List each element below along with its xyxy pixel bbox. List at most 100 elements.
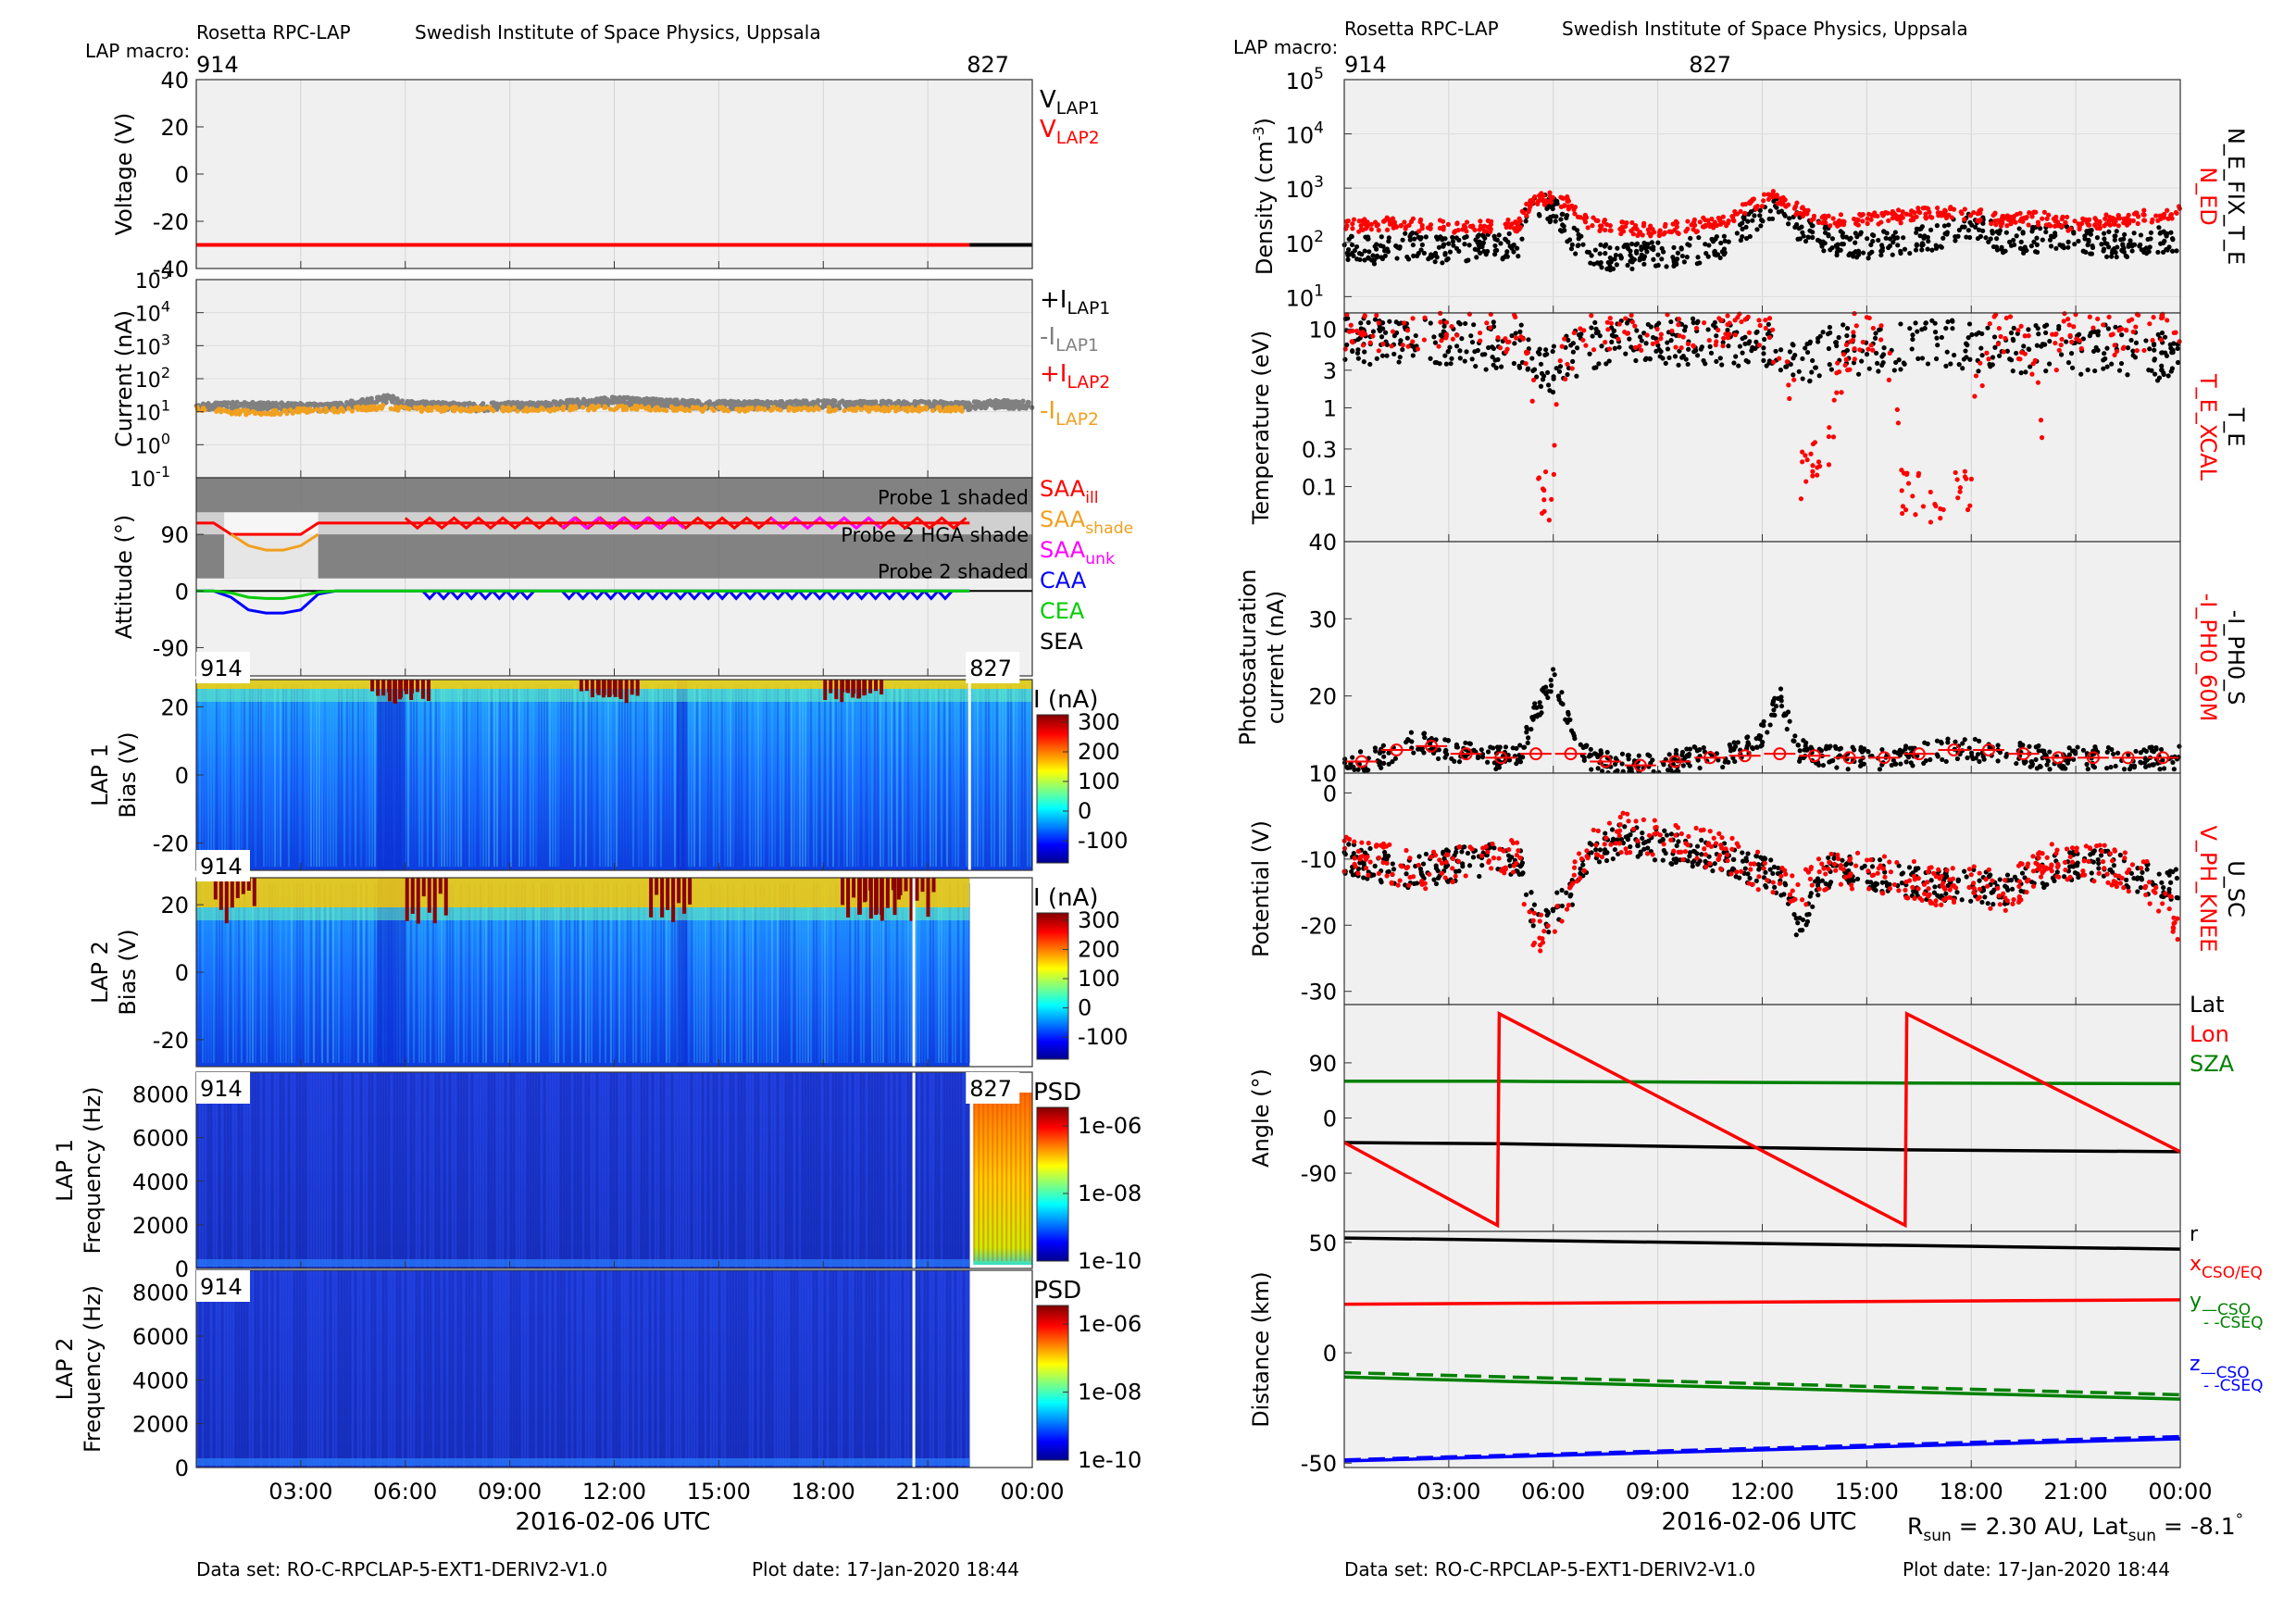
spectrogram-streak <box>213 685 215 867</box>
n-fix-point <box>1869 231 1876 238</box>
spectrogram-streak <box>255 1072 256 1268</box>
spectrogram-streak <box>391 1270 393 1468</box>
hot-spike <box>596 680 601 695</box>
n-fix-point <box>1369 257 1375 263</box>
spectrogram-streak <box>838 685 840 867</box>
i-lap1-point <box>968 403 974 409</box>
spectrogram-streak <box>366 1072 368 1268</box>
spectrogram-streak <box>493 1072 495 1268</box>
n-fix-point <box>2048 233 2054 239</box>
n-fix-point <box>2155 249 2161 256</box>
i-lap2-point <box>690 405 695 410</box>
n-ed-point <box>2013 219 2018 225</box>
spectrogram-streak <box>957 1072 959 1268</box>
spectrogram-streak <box>643 1270 645 1468</box>
spectrogram-streak <box>918 685 920 867</box>
spectrogram-streak <box>688 1072 690 1268</box>
n-ed-point <box>1368 227 1374 232</box>
n-fix-point <box>1634 250 1640 256</box>
i-lap1-point <box>260 403 266 408</box>
spectrogram-streak <box>307 1270 309 1468</box>
spectrogram-streak <box>474 1270 476 1468</box>
n-fix-point <box>1400 237 1405 243</box>
t-e-point <box>1397 355 1403 360</box>
n-ed-point <box>1943 215 1950 221</box>
n-ed-point <box>1599 223 1604 229</box>
n-fix-point <box>1625 262 1630 269</box>
n-fix-point <box>1876 237 1881 244</box>
spectrogram-streak <box>532 1270 534 1468</box>
spectrogram-streak <box>652 1270 654 1468</box>
n-fix-point <box>1575 243 1580 249</box>
spectrogram-streak <box>710 1072 712 1268</box>
i-lap1-point <box>505 399 511 406</box>
spectrogram-streak <box>927 685 929 867</box>
spectrogram-streak <box>618 685 620 867</box>
spectrogram-streak <box>260 1072 262 1268</box>
n-ed-point <box>1992 218 1998 224</box>
y-axis-label-line: LAP 2 <box>52 1338 78 1401</box>
i-lap2-point <box>842 407 847 414</box>
n-fix-point <box>1939 244 1944 250</box>
spectrogram-streak <box>257 1072 259 1268</box>
spectrogram-streak <box>624 685 626 867</box>
n-fix-point <box>1962 224 1967 230</box>
n-fix-point <box>1362 257 1367 263</box>
hot-spike <box>682 878 687 914</box>
n-ed-point <box>2060 214 2065 219</box>
i-lap1-point <box>529 400 534 406</box>
n-ed-point <box>1558 204 1564 209</box>
spectrogram-streak <box>910 685 912 867</box>
spectrogram-streak <box>638 685 640 867</box>
n-ed-point <box>1440 219 1446 224</box>
spectrogram-streak <box>207 685 209 867</box>
n-fix-point <box>1797 236 1803 242</box>
n-ed-point <box>2035 219 2041 225</box>
t-e-point <box>2026 327 2031 332</box>
n-fix-point <box>1436 244 1442 250</box>
spectrogram-streak <box>635 1270 637 1468</box>
y-tick-label: -20 <box>153 1028 189 1054</box>
n-fix-point <box>2129 248 2135 254</box>
spectrogram-streak <box>380 1270 381 1468</box>
spectrogram-streak <box>743 685 745 867</box>
spectrogram-streak <box>402 1072 404 1268</box>
spectrogram-streak <box>366 685 368 867</box>
n-ed-point <box>1962 217 1967 222</box>
y-axis-label: LAP 2Frequency (Hz) <box>52 1285 106 1453</box>
i-lap1-point <box>642 398 648 404</box>
n-fix-point <box>1378 243 1383 248</box>
n-ed-point <box>1890 215 1895 221</box>
spectrogram-streak <box>474 1072 476 1268</box>
n-fix-point <box>1607 244 1613 251</box>
hot-spike <box>874 680 879 692</box>
n-ed-point <box>1673 219 1678 224</box>
spectrogram-streak <box>560 1072 562 1268</box>
spectrogram-streak <box>602 685 604 867</box>
i-lap1-point <box>234 399 240 405</box>
spectrogram-streak <box>1024 685 1026 867</box>
n-fix-point <box>1628 241 1635 247</box>
t-e-point <box>1498 364 1504 369</box>
n-fix-point <box>2119 247 2125 253</box>
spectrogram-streak <box>632 685 634 867</box>
i-lap1-point <box>1025 399 1030 405</box>
dark-block <box>677 680 688 870</box>
spectrogram-streak <box>310 1072 312 1268</box>
i-lap2-point <box>470 407 476 413</box>
spectrogram-streak <box>663 685 665 867</box>
n-ed-point <box>2141 207 2147 213</box>
n-fix-point <box>1860 250 1866 256</box>
spectrogram-streak <box>641 1072 643 1268</box>
n-fix-point <box>1649 245 1654 251</box>
n-fix-point <box>1681 259 1687 265</box>
n-fix-point <box>1805 234 1811 240</box>
spectrogram-streak <box>877 685 879 867</box>
spectrogram-streak <box>780 1072 781 1268</box>
legend-main: -I <box>1040 323 1055 351</box>
spectrogram-streak <box>863 1270 865 1468</box>
n-fix-point <box>1956 227 1962 233</box>
spectrogram-streak <box>582 685 584 867</box>
